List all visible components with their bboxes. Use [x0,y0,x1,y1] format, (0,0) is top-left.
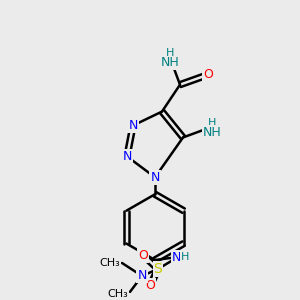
Text: CH₃: CH₃ [99,258,120,268]
Text: NH: NH [160,56,179,69]
Text: N: N [128,119,138,132]
Text: N: N [122,150,132,163]
Text: H: H [181,252,189,262]
Text: O: O [138,248,148,262]
Text: O: O [203,68,213,81]
Text: N: N [150,171,160,184]
Text: S: S [154,262,162,276]
Text: O: O [145,279,155,292]
Text: H: H [166,48,174,58]
Text: CH₃: CH₃ [107,289,128,299]
Text: NH: NH [202,126,221,139]
Text: H: H [208,118,216,128]
Text: N: N [137,269,147,282]
Text: N: N [171,250,181,263]
